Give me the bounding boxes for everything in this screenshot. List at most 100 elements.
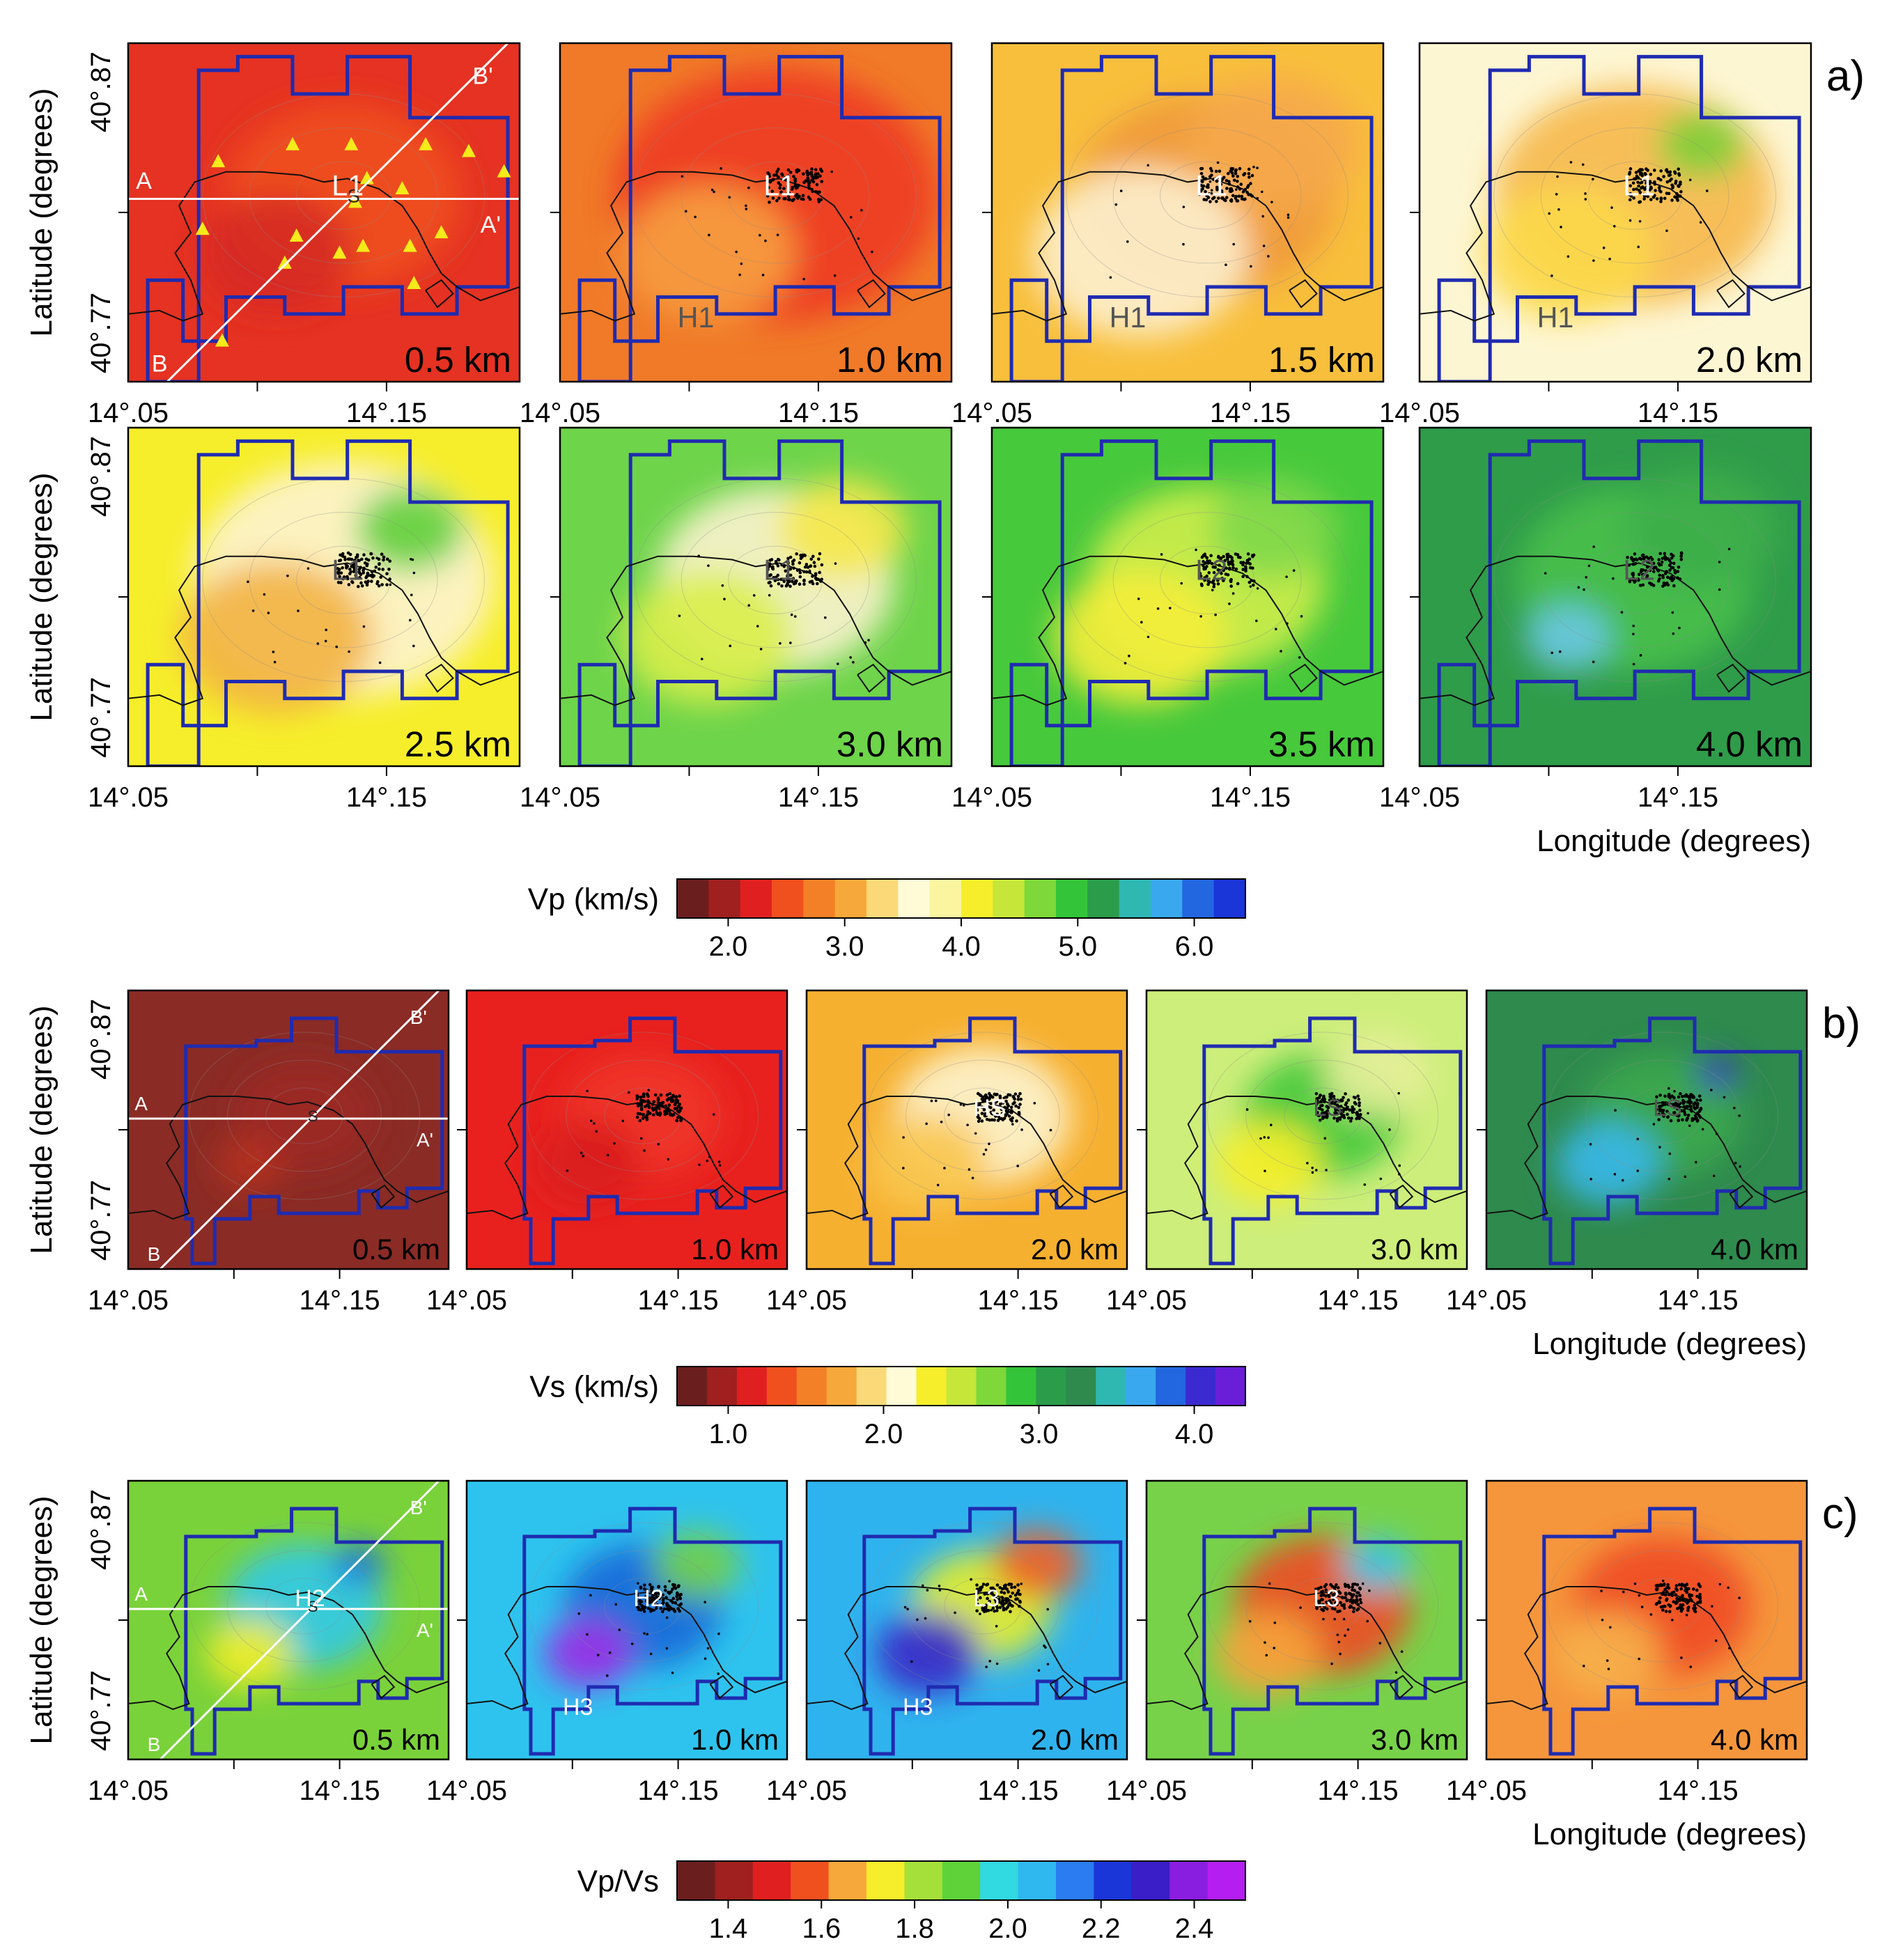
anomaly-label: H2 [295,1585,325,1612]
earthquake-dot [1321,1589,1324,1593]
earthquake-dot [1199,171,1204,176]
earthquake-dot [1664,1593,1668,1597]
earthquake-dot [1582,1664,1585,1667]
earthquake-dot [1353,1582,1357,1586]
earthquake-dot [1344,1592,1348,1596]
station-triangle-icon [434,225,449,239]
earthquake-dot [577,1612,581,1615]
earthquake-dot [1592,660,1595,664]
earthquake-dot [1219,177,1223,181]
earthquake-dot [708,1155,711,1158]
lon-tick-label: 14°.05 [1446,1775,1527,1806]
earthquake-dot [1218,169,1222,173]
earthquake-dot [1014,1597,1018,1601]
earthquake-dot [1208,580,1212,584]
earthquake-dot [1658,189,1662,192]
earthquake-dot [1220,191,1224,195]
earthquake-dot [1664,1610,1668,1613]
earthquake-dot [1718,1582,1722,1586]
earthquake-dot [1222,566,1227,570]
earthquake-dot [1398,1173,1401,1176]
colorbar-swatch [1186,1367,1216,1406]
earthquake-dot [1006,1590,1010,1594]
earthquake-dot [1658,552,1662,556]
station-triangle-icon [403,238,417,252]
earthquake-dot [1627,563,1631,567]
earthquake-dot [621,1119,624,1123]
earthquake-dot [991,1606,995,1610]
earthquake-dot [679,1106,683,1110]
contour-line [249,512,438,648]
earthquake-dot [1674,181,1677,185]
earthquake-dot [1323,1137,1327,1140]
earthquake-dot [1238,555,1242,559]
earthquake-dot [1323,1100,1326,1103]
earthquake-dot [661,1598,665,1602]
earthquake-dot [674,1601,677,1605]
earthquake-dot [1668,1177,1671,1181]
earthquake-dot [921,1584,924,1587]
earthquake-dot [247,580,249,583]
earthquake-dot [360,557,364,561]
earthquake-dot [1685,1613,1688,1617]
contour-line [566,1550,720,1663]
earthquake-dot [1577,586,1580,589]
earthquake-dot [792,566,795,570]
earthquake-dot [1659,196,1663,200]
earthquake-dot [1200,180,1204,184]
anomaly-label: L3 [973,1585,1000,1612]
earthquake-dot [1241,563,1245,567]
earthquake-dot [1658,1109,1662,1112]
earthquake-dot [605,1674,609,1677]
earthquake-dot [375,582,379,586]
earthquake-dot [1677,1114,1681,1117]
earthquake-dot [1668,563,1672,567]
earthquake-dot [639,1096,643,1099]
earthquake-dot [768,201,771,204]
depth-label: 2.0 km [1031,1723,1119,1756]
earthquake-dot [985,1665,988,1669]
coastline [128,171,520,322]
coastline [128,1586,449,1711]
earthquake-dot [1674,1593,1678,1597]
earthquake-dot [1231,562,1234,566]
earthquake-dot [1328,1599,1332,1603]
velocity-field [128,1481,449,1759]
earthquake-dot [833,274,837,277]
earthquake-dot [966,1123,969,1126]
earthquake-dot [1658,573,1662,577]
earthquake-dot [1329,1590,1332,1594]
earthquake-dot [1677,167,1681,171]
earthquake-dot [779,190,783,194]
anomaly-blob [1342,1537,1413,1592]
earthquake-dot [1306,1162,1309,1165]
earthquake-dot [975,1108,979,1112]
earthquake-dot [1675,1600,1679,1603]
profile-endpoint-label: B [148,1243,161,1265]
earthquake-dot [1346,1628,1350,1631]
velocity-field [560,43,951,382]
anomaly-blob [205,1619,295,1688]
colorbar-swatch [1119,879,1151,918]
earthquake-dot [807,171,811,176]
earthquake-dot [1228,602,1231,605]
depth-label: 3.0 km [1371,1233,1459,1266]
earthquake-dot [1688,1124,1691,1128]
earthquake-dot [1264,1641,1266,1644]
lon-tick-label: 14°.15 [1210,782,1291,813]
earthquake-dot [1286,216,1290,219]
earthquake-dot [1550,651,1553,655]
earthquake-dot [273,660,277,664]
resolution-outline [1437,54,1801,382]
earthquake-dot [795,552,799,556]
depth-label: 1.5 km [1268,340,1375,380]
coastline-island [1729,1674,1754,1700]
earthquake-dot [1649,198,1653,201]
earthquake-dot [1201,563,1205,568]
earthquake-dot [655,1595,659,1599]
earthquake-dot [802,570,806,574]
earthquake-dot [665,1616,669,1619]
earthquake-dot [1014,1104,1018,1108]
earthquake-dot [334,570,338,575]
earthquake-dot [1338,1592,1342,1595]
